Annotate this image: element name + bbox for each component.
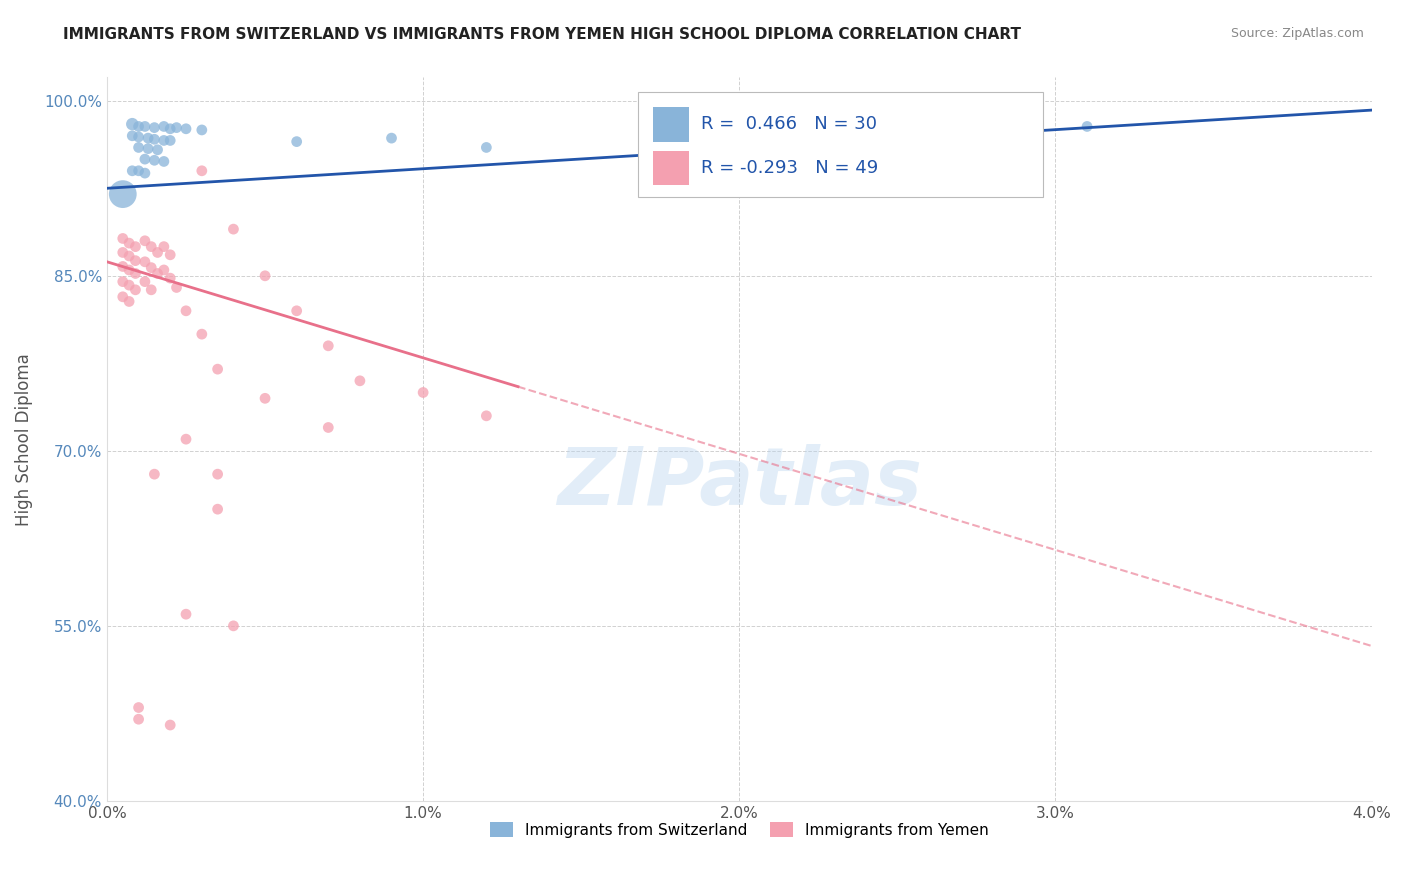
Point xyxy=(141,239,163,253)
Point xyxy=(128,712,150,726)
Point xyxy=(128,163,150,178)
Point xyxy=(136,131,159,145)
Point xyxy=(134,166,156,180)
Point xyxy=(143,120,166,135)
Point xyxy=(128,130,150,145)
Point xyxy=(166,120,188,135)
Point xyxy=(166,280,188,294)
Point xyxy=(141,283,163,297)
Point xyxy=(174,303,197,318)
Point xyxy=(1076,120,1098,134)
Point xyxy=(349,374,371,388)
Point xyxy=(159,248,181,262)
Point xyxy=(207,502,229,516)
Point xyxy=(191,123,214,137)
Point xyxy=(380,131,402,145)
Point xyxy=(159,133,181,147)
Y-axis label: High School Diploma: High School Diploma xyxy=(15,352,32,525)
Point xyxy=(111,275,134,289)
Point xyxy=(153,263,176,277)
FancyBboxPatch shape xyxy=(654,151,689,186)
Point xyxy=(285,303,308,318)
Point xyxy=(128,140,150,154)
Point xyxy=(146,245,169,260)
Point xyxy=(153,133,176,147)
Point xyxy=(111,231,134,245)
Point xyxy=(118,249,141,263)
Point xyxy=(134,234,156,248)
Point xyxy=(134,120,156,134)
FancyBboxPatch shape xyxy=(638,92,1043,197)
Point xyxy=(475,140,498,154)
Point xyxy=(124,253,146,268)
Point xyxy=(111,290,134,304)
Point xyxy=(141,260,163,275)
Point xyxy=(134,152,156,166)
Point xyxy=(118,263,141,277)
Point xyxy=(792,120,814,135)
Point xyxy=(128,700,150,714)
Point xyxy=(121,117,143,131)
Text: ZIPatlas: ZIPatlas xyxy=(557,443,922,522)
Text: R =  0.466   N = 30: R = 0.466 N = 30 xyxy=(702,115,877,134)
Text: Source: ZipAtlas.com: Source: ZipAtlas.com xyxy=(1230,27,1364,40)
Point xyxy=(124,267,146,281)
Point xyxy=(143,132,166,146)
Point xyxy=(128,120,150,134)
Point xyxy=(153,120,176,134)
Point xyxy=(111,245,134,260)
Point xyxy=(146,267,169,281)
Point xyxy=(159,718,181,732)
Point xyxy=(191,327,214,342)
Point xyxy=(159,121,181,136)
Point xyxy=(222,619,245,633)
Point xyxy=(136,142,159,156)
Point xyxy=(111,260,134,274)
Point xyxy=(134,275,156,289)
Point xyxy=(159,271,181,285)
Point xyxy=(118,278,141,293)
Point xyxy=(285,135,308,149)
Point xyxy=(121,163,143,178)
Legend: Immigrants from Switzerland, Immigrants from Yemen: Immigrants from Switzerland, Immigrants … xyxy=(484,815,995,844)
Point xyxy=(207,362,229,376)
Point xyxy=(412,385,434,400)
Point xyxy=(134,254,156,268)
Point xyxy=(316,420,339,434)
Point xyxy=(118,236,141,251)
FancyBboxPatch shape xyxy=(654,107,689,142)
Point xyxy=(316,339,339,353)
Point xyxy=(174,432,197,446)
Point xyxy=(174,121,197,136)
Point xyxy=(111,187,134,202)
Point xyxy=(143,467,166,482)
Point xyxy=(118,294,141,309)
Point xyxy=(254,392,277,406)
Point xyxy=(153,154,176,169)
Point xyxy=(124,283,146,297)
Point xyxy=(143,153,166,168)
Point xyxy=(207,467,229,482)
Point xyxy=(222,222,245,236)
Point xyxy=(475,409,498,423)
Point xyxy=(191,163,214,178)
Point xyxy=(121,128,143,143)
Point xyxy=(254,268,277,283)
Point xyxy=(124,239,146,253)
Point xyxy=(153,239,176,253)
Text: IMMIGRANTS FROM SWITZERLAND VS IMMIGRANTS FROM YEMEN HIGH SCHOOL DIPLOMA CORRELA: IMMIGRANTS FROM SWITZERLAND VS IMMIGRANT… xyxy=(63,27,1021,42)
Text: R = -0.293   N = 49: R = -0.293 N = 49 xyxy=(702,159,879,177)
Point xyxy=(174,607,197,622)
Point xyxy=(146,143,169,157)
